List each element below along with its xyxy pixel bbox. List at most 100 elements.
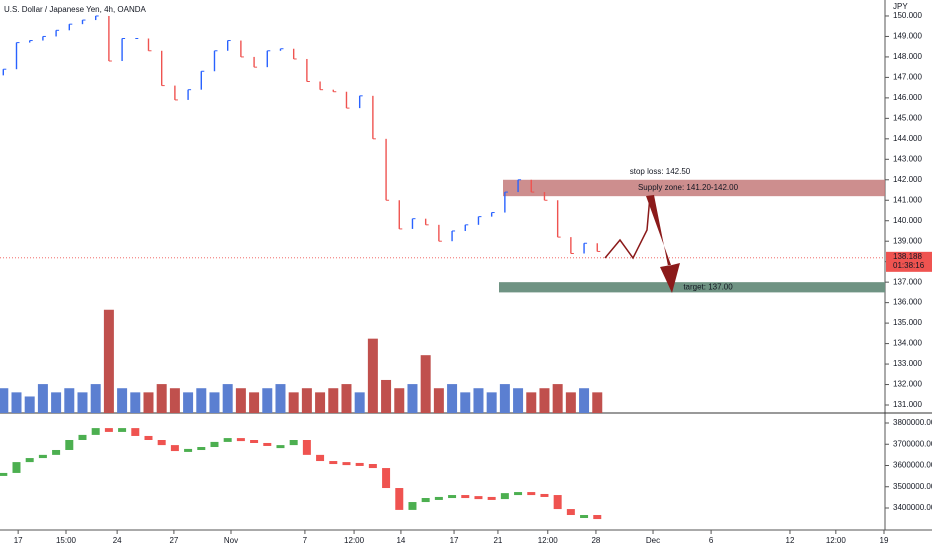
indicator-bar bbox=[500, 493, 509, 500]
volume-bar bbox=[315, 392, 326, 413]
volume-bar bbox=[235, 388, 246, 413]
indicator-bar bbox=[461, 495, 470, 499]
indicator-bar bbox=[540, 493, 549, 497]
y-tick-label: 142.000 bbox=[893, 175, 922, 184]
target-zone bbox=[499, 282, 885, 293]
y-tick-label: 146.000 bbox=[893, 93, 922, 102]
indicator-bar bbox=[487, 496, 496, 500]
volume-bar bbox=[579, 388, 590, 413]
indicator-bar bbox=[566, 509, 575, 516]
indicator-bar bbox=[553, 495, 562, 510]
y-tick-label: 137.000 bbox=[893, 277, 922, 286]
y-tick-label: 132.000 bbox=[893, 380, 922, 389]
indicator-bar bbox=[118, 428, 127, 432]
x-tick-label: Dec bbox=[646, 536, 660, 545]
y2-tick-label: 3700000.000 bbox=[893, 439, 932, 448]
indicator-bar bbox=[157, 440, 166, 446]
indicator-bar bbox=[52, 449, 61, 455]
stop-loss-label: stop loss: 142.50 bbox=[630, 167, 691, 176]
y-tick-label: 139.000 bbox=[893, 236, 922, 245]
indicator-bar bbox=[368, 464, 377, 469]
volume-bar bbox=[539, 388, 550, 413]
volume-bar bbox=[249, 392, 260, 413]
indicator-bar bbox=[38, 454, 47, 459]
volume-bar bbox=[90, 384, 101, 413]
x-tick-label: 6 bbox=[709, 536, 714, 545]
x-tick-label: 12:00 bbox=[344, 536, 365, 545]
currency: JPY bbox=[893, 2, 908, 11]
y-tick-label: 134.000 bbox=[893, 339, 922, 348]
y-tick-label: 149.000 bbox=[893, 32, 922, 41]
volume-bar bbox=[262, 388, 273, 413]
x-tick-label: 12:00 bbox=[538, 536, 559, 545]
y-tick-label: 150.000 bbox=[893, 11, 922, 20]
volume-bar bbox=[64, 388, 75, 413]
volume-bar bbox=[183, 392, 194, 413]
volume-bar bbox=[209, 392, 220, 413]
indicator-bar bbox=[197, 447, 206, 451]
supply-zone-label: Supply zone: 141.20-142.00 bbox=[638, 183, 739, 192]
y2-tick-label: 3800000.000 bbox=[893, 418, 932, 427]
volume-bar bbox=[117, 388, 128, 413]
indicator-bar bbox=[302, 440, 311, 455]
volume-bar bbox=[77, 392, 88, 413]
x-tick-label: 28 bbox=[591, 536, 600, 545]
volume-bar bbox=[367, 338, 378, 413]
y2-tick-label: 3400000.000 bbox=[893, 503, 932, 512]
indicator-bar bbox=[25, 458, 34, 463]
indicator-bar bbox=[276, 445, 285, 449]
indicator-bar bbox=[329, 461, 338, 465]
x-tick-label: 15:00 bbox=[56, 536, 77, 545]
volume-bar bbox=[552, 384, 563, 413]
target-label: target: 137.00 bbox=[683, 282, 733, 291]
volume-bar bbox=[196, 388, 207, 413]
volume-bar bbox=[433, 388, 444, 413]
projection-path bbox=[604, 195, 651, 260]
countdown-label: 01:38:16 bbox=[893, 261, 925, 270]
volume-bar bbox=[143, 392, 154, 413]
indicator-bar bbox=[223, 438, 232, 442]
y2-tick-label: 3500000.000 bbox=[893, 482, 932, 491]
y-tick-label: 131.000 bbox=[893, 400, 922, 409]
y-tick-label: 133.000 bbox=[893, 359, 922, 368]
indicator-bar bbox=[0, 472, 8, 476]
x-tick-label: 27 bbox=[169, 536, 178, 545]
indicator-bar bbox=[434, 496, 443, 500]
indicator-bar bbox=[448, 495, 457, 499]
volume-bar bbox=[473, 388, 484, 413]
indicator-bar bbox=[593, 515, 602, 520]
volume-bar bbox=[354, 392, 365, 413]
y-tick-label: 148.000 bbox=[893, 52, 922, 61]
x-tick-label: 19 bbox=[880, 536, 889, 545]
volume-bar bbox=[486, 392, 497, 413]
y-tick-label: 145.000 bbox=[893, 113, 922, 122]
volume-bar bbox=[460, 392, 471, 413]
volume-bar bbox=[526, 392, 537, 413]
y-tick-label: 135.000 bbox=[893, 318, 922, 327]
indicator-bar bbox=[170, 445, 179, 452]
volume-bar bbox=[381, 379, 392, 413]
indicator-bar bbox=[236, 438, 245, 442]
volume-bar bbox=[51, 392, 62, 413]
indicator-bar bbox=[184, 448, 193, 452]
volume-bar bbox=[407, 384, 418, 413]
volume-bar bbox=[499, 384, 510, 413]
indicator-bar bbox=[382, 468, 391, 489]
indicator-bar bbox=[580, 515, 589, 519]
y-tick-label: 147.000 bbox=[893, 73, 922, 82]
y-tick-label: 136.000 bbox=[893, 298, 922, 307]
volume-bar bbox=[156, 384, 167, 413]
indicator-bar bbox=[395, 488, 404, 510]
indicator-bar bbox=[12, 462, 21, 473]
volume-bar bbox=[328, 388, 339, 413]
indicator-bar bbox=[527, 492, 536, 496]
volume-bar bbox=[275, 384, 286, 413]
x-tick-label: 14 bbox=[396, 536, 405, 545]
volume-bar bbox=[24, 396, 35, 413]
volume-bar bbox=[341, 384, 352, 413]
volume-bar bbox=[169, 388, 180, 413]
volume-bar bbox=[394, 388, 405, 413]
indicator-bar bbox=[65, 440, 74, 450]
x-tick-label: 17 bbox=[450, 536, 459, 545]
